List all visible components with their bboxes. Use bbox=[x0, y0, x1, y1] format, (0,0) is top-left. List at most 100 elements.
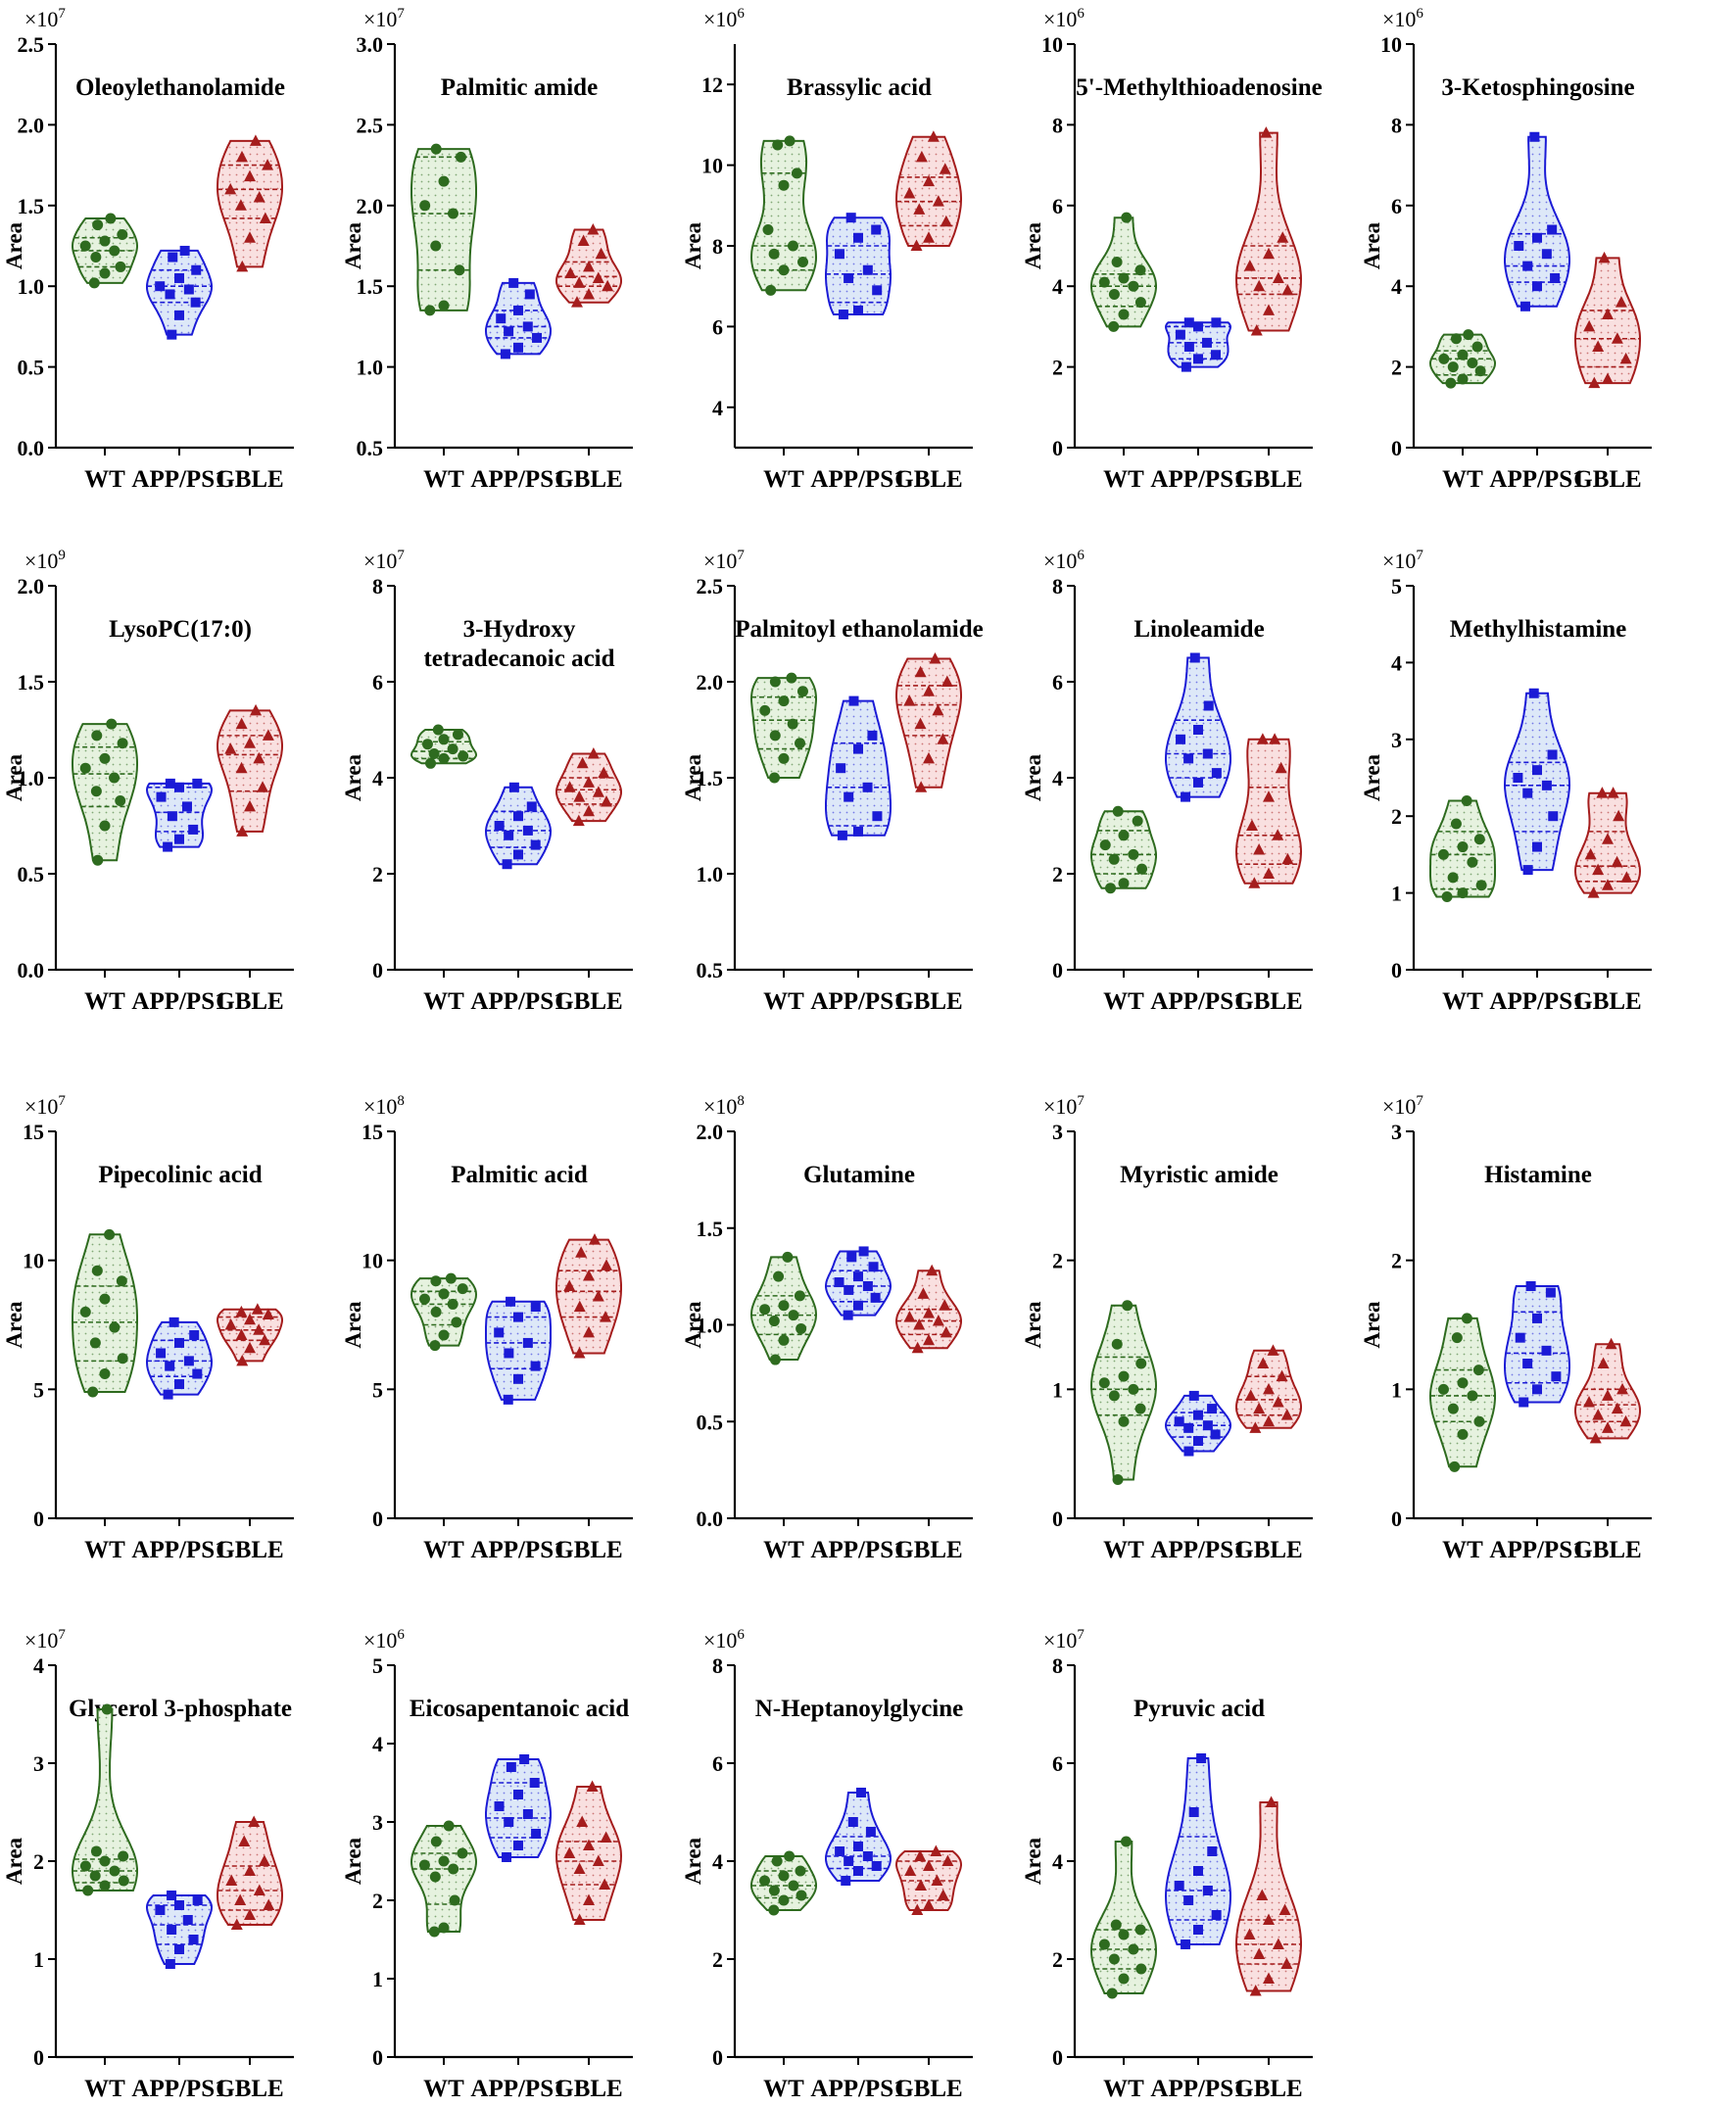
y-tick-label: 2 bbox=[1052, 862, 1063, 886]
data-point bbox=[592, 1854, 604, 1866]
violin-body bbox=[895, 657, 962, 789]
data-point bbox=[1112, 1474, 1124, 1485]
violin-gble bbox=[895, 1264, 962, 1354]
data-point bbox=[1519, 1397, 1529, 1408]
y-tick-label: 2 bbox=[1052, 356, 1063, 380]
data-point bbox=[1108, 853, 1120, 865]
y-tick-label: 0.5 bbox=[18, 862, 45, 886]
data-point bbox=[117, 738, 128, 749]
violin-app-ps1 bbox=[825, 1788, 892, 1886]
data-point bbox=[1118, 1973, 1130, 1985]
data-point bbox=[871, 224, 882, 235]
data-point bbox=[1193, 725, 1203, 735]
data-point bbox=[795, 738, 806, 749]
scale-label: ×108 bbox=[363, 1093, 405, 1119]
data-point bbox=[1281, 283, 1294, 296]
data-point bbox=[600, 1259, 612, 1270]
data-point bbox=[853, 743, 863, 754]
data-point bbox=[862, 264, 873, 275]
panel-title: 5'-Methylthioadenosine bbox=[1076, 74, 1322, 101]
violin-body bbox=[72, 1708, 138, 1892]
data-point bbox=[765, 284, 777, 296]
data-point bbox=[1532, 765, 1542, 776]
y-tick-label: 4 bbox=[372, 1732, 383, 1756]
violin-gble bbox=[895, 651, 962, 792]
x-tick-label: GBLE bbox=[1234, 1537, 1302, 1563]
violin-body bbox=[1234, 738, 1303, 885]
data-point bbox=[587, 223, 600, 235]
x-tick-label: GBLE bbox=[555, 466, 622, 493]
data-point bbox=[844, 1284, 854, 1295]
data-point bbox=[1193, 321, 1203, 332]
data-point bbox=[156, 1348, 167, 1359]
panel-title: Palmitoyl ethanolamide bbox=[735, 616, 983, 643]
x-tick-label: GBLE bbox=[894, 466, 962, 493]
data-point bbox=[504, 1817, 514, 1827]
violin-body bbox=[1574, 257, 1641, 385]
data-point bbox=[923, 1333, 935, 1346]
violin-body bbox=[1164, 1757, 1232, 1945]
violin-body bbox=[1089, 1841, 1158, 1994]
data-point bbox=[174, 834, 184, 844]
y-tick-label: 0 bbox=[1052, 436, 1063, 460]
x-tick-label: GBLE bbox=[216, 1537, 283, 1563]
data-point bbox=[1174, 1416, 1184, 1427]
data-point bbox=[572, 814, 585, 827]
data-point bbox=[853, 1866, 863, 1876]
data-point bbox=[769, 676, 781, 688]
y-tick-label: 2.5 bbox=[697, 574, 724, 599]
data-point bbox=[563, 1279, 576, 1291]
data-point bbox=[519, 1754, 530, 1764]
data-point bbox=[836, 763, 846, 774]
violin-body bbox=[1429, 1317, 1496, 1468]
data-point bbox=[769, 730, 781, 742]
scale-exponent: 9 bbox=[58, 548, 66, 563]
x-tick-label: APP/PS1 bbox=[1489, 1537, 1584, 1563]
data-point bbox=[530, 839, 541, 850]
violin-app-ps1 bbox=[146, 1891, 213, 1969]
data-point bbox=[244, 1341, 256, 1354]
y-tick-label: 10 bbox=[701, 154, 723, 178]
data-point bbox=[1108, 320, 1120, 332]
data-point bbox=[1541, 1345, 1552, 1356]
data-point bbox=[432, 724, 444, 736]
y-axis-label: Area bbox=[2, 221, 26, 269]
y-tick-label: 5 bbox=[33, 1377, 44, 1402]
scale-label: ×107 bbox=[24, 1093, 66, 1119]
data-point bbox=[1541, 780, 1552, 790]
y-tick-label: 2 bbox=[1052, 1947, 1063, 1972]
y-tick-label: 2.5 bbox=[357, 113, 384, 137]
data-point bbox=[508, 277, 519, 288]
violin-app-ps1 bbox=[1165, 652, 1231, 802]
data-point bbox=[1263, 247, 1275, 260]
data-point bbox=[174, 310, 184, 320]
data-point bbox=[1211, 317, 1222, 328]
data-point bbox=[79, 1306, 91, 1317]
scale-exponent: 7 bbox=[1416, 1093, 1423, 1109]
y-tick-label: 10 bbox=[1041, 32, 1063, 57]
panel-title: LysoPC(17:0) bbox=[109, 616, 252, 643]
data-point bbox=[522, 321, 533, 332]
data-point bbox=[1249, 1421, 1262, 1433]
data-point bbox=[1207, 1404, 1218, 1414]
data-point bbox=[1263, 790, 1275, 802]
data-point bbox=[778, 1334, 790, 1346]
violin-body bbox=[217, 139, 283, 268]
data-point bbox=[794, 1290, 805, 1302]
data-point bbox=[155, 1905, 166, 1915]
data-point bbox=[1098, 276, 1110, 288]
violin-gble bbox=[895, 130, 962, 251]
y-tick-label: 12 bbox=[701, 72, 723, 97]
y-tick-label: 2.0 bbox=[357, 194, 384, 218]
data-point bbox=[230, 1918, 243, 1930]
y-axis-label: Area bbox=[1360, 221, 1384, 269]
data-point bbox=[445, 1272, 457, 1284]
data-point bbox=[564, 266, 577, 279]
data-point bbox=[418, 1293, 430, 1305]
data-point bbox=[914, 1849, 927, 1861]
data-point bbox=[90, 1845, 102, 1857]
data-point bbox=[109, 772, 121, 784]
data-point bbox=[583, 776, 595, 788]
y-tick-label: 3 bbox=[1391, 1120, 1402, 1144]
data-point bbox=[784, 1850, 796, 1862]
